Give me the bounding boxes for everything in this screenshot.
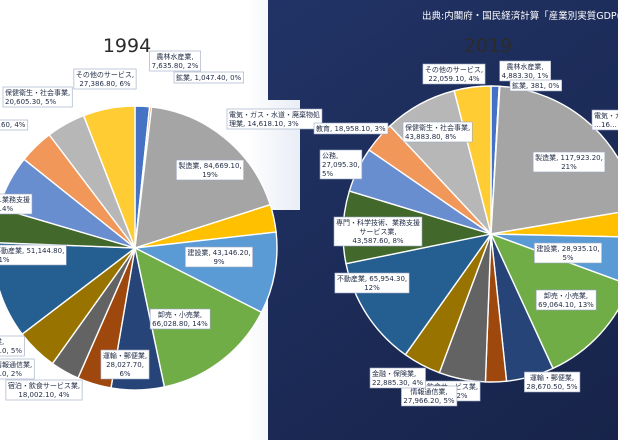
slice-label-box <box>319 149 363 180</box>
slice-label-box <box>313 122 389 135</box>
slice-label-box <box>524 371 581 393</box>
slice-label-box <box>5 379 83 401</box>
slice-label-box <box>532 151 606 173</box>
slice-label: 専門・科学技術、業務支援サービス業, 43,587.60, 8% <box>336 218 420 245</box>
slice-label-box <box>226 108 323 130</box>
slice-label: 農林水産業, 7,635.80, 2% <box>152 52 199 70</box>
slice-label: 卸売・小売業, 69,064.10, 13% <box>538 291 594 309</box>
slice-label: 建設業, 28,935.10, 5% <box>536 244 599 262</box>
slice-label-box <box>402 121 473 143</box>
slice-label: …業務支援…4% <box>0 195 30 213</box>
slice-label: 製造業, 84,669.10, 19% <box>178 161 241 179</box>
slice-label-box <box>0 335 25 357</box>
slice-label-box <box>0 244 67 266</box>
slice-label: 公務, 27,095.30, 5% <box>322 151 360 178</box>
slice-label-box <box>185 246 253 268</box>
slice-label: 不動産業, 65,954.30, 12% <box>337 274 407 292</box>
slice-label: 運輸・郵便業, 28,027.70, 6% <box>103 351 147 378</box>
slice-label-box <box>369 367 426 389</box>
slice-label-box <box>509 79 563 92</box>
slice-label: その他のサービス, 27,386.80, 6% <box>76 70 134 88</box>
slice-label-box <box>176 159 244 181</box>
slice-label-box <box>149 308 211 330</box>
slice-label: 宿泊・飲食サービス業, 18,002.10, 4% <box>8 381 80 399</box>
slice-label: 鉱業, 1,047.40, 0% <box>176 73 242 82</box>
slice-label-box <box>2 86 73 108</box>
slice-label: 農林水産業, 4,883.30, 1% <box>502 62 549 80</box>
slice-label: 保健衛生・社会事業, 43,883.80, 8% <box>405 123 470 141</box>
slice-label: その他のサービス, 22,059.10, 4% <box>425 65 483 83</box>
slice-label: 保健衛生・社会事業, 20,605.30, 5% <box>5 88 70 106</box>
slice-label: 情報通信業,…0, 2% <box>0 360 32 378</box>
slice-label: 製造業, 117,923.20, 21% <box>535 153 603 171</box>
slice-label: 不動産業, 51,144.80,11% <box>0 246 64 264</box>
slice-label-box <box>422 63 486 85</box>
slice-label-box <box>0 358 35 380</box>
slice-label-box <box>149 50 202 72</box>
slice-label: 鉱業, 381, 0% <box>512 81 560 90</box>
slice-label: 電気・ガス……16… <box>594 111 618 129</box>
slice-label: 情報通信業, 27,966.20, 5% <box>403 387 455 405</box>
pie-slice <box>82 105 136 249</box>
slice-label-box <box>0 193 33 215</box>
slice-label: 金融・保険業, 22,885.30, 4% <box>372 369 424 387</box>
slice-label: 建設業, 43,146.20, 9% <box>187 248 250 266</box>
slice-label-box <box>534 242 602 264</box>
pie-slice <box>345 232 493 356</box>
slice-label-box <box>591 109 618 131</box>
slice-label-box <box>100 349 150 380</box>
slice-label: 業,…0, 5% <box>0 337 22 355</box>
slice-label-box <box>0 119 29 131</box>
slice-label-box <box>334 272 410 294</box>
pie-chart-2019: 2019 農林水産業, 4,883.30, 1%鉱業, 381, 0% 製造業, 11… <box>313 35 618 407</box>
pie-chart-1994: 1994 農林水産業, 7,635.80, 2% 鉱業, 1,047.40, 0% 製造… <box>0 35 323 401</box>
slice-label: 電気・ガス・水道・廃棄物処理業, 14,618.10, 3% <box>229 110 320 128</box>
slice-label: 教育, 18,958.10, 3% <box>316 124 386 133</box>
source-note: 出典:内閣府・国民経済計算「産業別実質GDP(20 <box>422 10 618 22</box>
slice-label-box <box>401 385 458 407</box>
pie-charts: 1994 農林水産業, 7,635.80, 2% 鉱業, 1,047.40, 0% 製造… <box>0 35 618 407</box>
slice-label-box <box>73 68 137 90</box>
slice-label: 卸売・小売業, 66,028.80, 14% <box>152 310 208 328</box>
slice-label: …60, 4% <box>0 121 26 129</box>
slice-label: 運輸・郵便業, 28,670.50, 5% <box>526 373 578 391</box>
pie-slice <box>0 242 137 336</box>
pie-slice <box>490 211 618 238</box>
slice-label-box <box>173 71 244 84</box>
pie-title: 1994 <box>103 35 151 57</box>
pie-title: 2019 <box>464 35 512 57</box>
slice-label-box <box>535 289 597 311</box>
slice-label-box <box>333 216 423 247</box>
